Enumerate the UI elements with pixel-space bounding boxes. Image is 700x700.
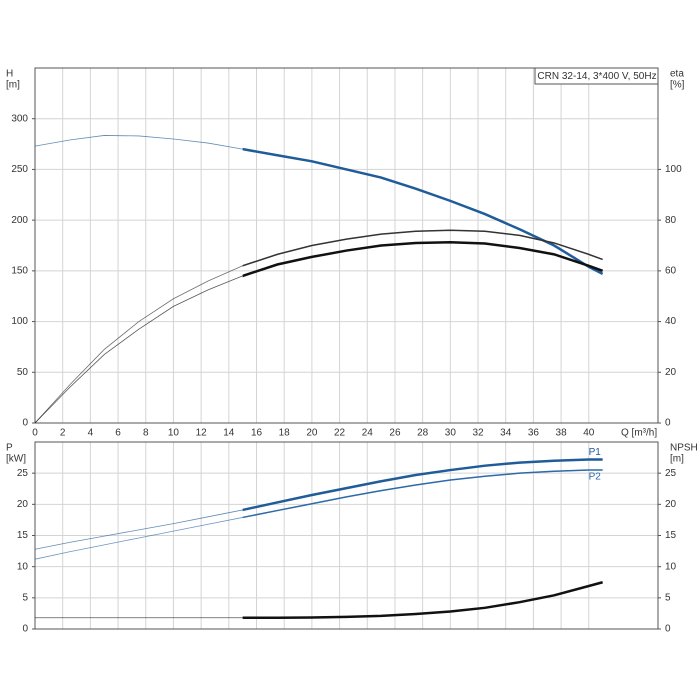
- y2-tick-label: 80: [665, 215, 677, 226]
- plot-frame: [34, 441, 659, 630]
- y-tick-label: 15: [17, 530, 29, 541]
- y2-tick-label: 5: [665, 592, 671, 603]
- x-tick-label: 20: [306, 428, 318, 439]
- series-label: P1: [589, 447, 602, 458]
- y2-tick-label: 15: [665, 530, 677, 541]
- y-tick-label: 150: [11, 265, 28, 276]
- x-tick-label: 22: [334, 428, 346, 439]
- y2-tick-label: 0: [665, 624, 671, 635]
- x-tick-label: 32: [472, 428, 484, 439]
- y-tick-label: 100: [11, 316, 28, 327]
- series-line-operating: [242, 458, 603, 512]
- y2-axis-label: [m]: [670, 454, 684, 465]
- series-line-operating: [242, 581, 603, 620]
- y-tick-label: 10: [17, 561, 29, 572]
- x-tick-label: 24: [362, 428, 374, 439]
- x-tick-label: 10: [168, 428, 180, 439]
- series-line-operating: [242, 229, 603, 267]
- series-line: [34, 229, 603, 424]
- x-tick-label: 12: [196, 428, 208, 439]
- series-line-operating: [242, 147, 604, 276]
- x-tick-label: 8: [143, 428, 149, 439]
- y2-axis-label: eta: [670, 69, 684, 80]
- y2-tick-label: 100: [665, 164, 682, 175]
- y-tick-label: 5: [22, 592, 28, 603]
- y-tick-label: 20: [17, 499, 29, 510]
- y2-tick-label: 10: [665, 561, 677, 572]
- x-tick-label: 6: [115, 428, 121, 439]
- x-axis-label: Q [m³/h]: [621, 428, 657, 439]
- y-tick-label: 25: [17, 468, 29, 479]
- series-line: [35, 581, 603, 619]
- x-tick-label: 30: [445, 428, 457, 439]
- y-tick-label: 50: [17, 367, 29, 378]
- plot-frame: [34, 67, 659, 424]
- x-tick-label: 16: [251, 428, 263, 439]
- y2-axis-label: NPSH: [670, 443, 698, 454]
- x-tick-label: 38: [556, 428, 568, 439]
- y-tick-label: 0: [22, 624, 28, 635]
- y-tick-label: 250: [11, 164, 28, 175]
- y2-tick-label: 20: [665, 499, 677, 510]
- series-line-operating: [242, 240, 604, 278]
- x-tick-label: 14: [223, 428, 235, 439]
- title-box: [534, 67, 659, 85]
- y-axis-label: H: [6, 69, 13, 80]
- y-axis-label: [kW]: [6, 454, 26, 465]
- x-tick-label: 18: [279, 428, 291, 439]
- y2-axis-label: [%]: [670, 80, 685, 91]
- y2-tick-label: 60: [665, 265, 677, 276]
- y2-tick-label: 40: [665, 316, 677, 327]
- y2-tick-label: 20: [665, 367, 677, 378]
- chart-title: CRN 32-14, 3*400 V, 50Hz: [537, 71, 656, 82]
- series-line-operating: [242, 469, 603, 519]
- series-line: [34, 241, 603, 424]
- x-tick-label: 0: [32, 428, 38, 439]
- y2-tick-label: 0: [665, 418, 671, 429]
- x-tick-label: 40: [583, 428, 595, 439]
- y-axis-label: [m]: [6, 80, 20, 91]
- series-line: [34, 135, 603, 275]
- series-label: P2: [589, 472, 602, 483]
- x-tick-label: 28: [417, 428, 429, 439]
- series-line: [34, 469, 603, 560]
- y-tick-label: 200: [11, 215, 28, 226]
- y-tick-label: 0: [22, 418, 28, 429]
- x-tick-label: 34: [500, 428, 512, 439]
- x-tick-label: 4: [88, 428, 94, 439]
- x-tick-label: 26: [389, 428, 401, 439]
- y-axis-label: P: [6, 443, 13, 454]
- x-tick-label: 36: [528, 428, 540, 439]
- y-tick-label: 300: [11, 113, 28, 124]
- x-tick-label: 2: [60, 428, 66, 439]
- y2-tick-label: 25: [665, 468, 677, 479]
